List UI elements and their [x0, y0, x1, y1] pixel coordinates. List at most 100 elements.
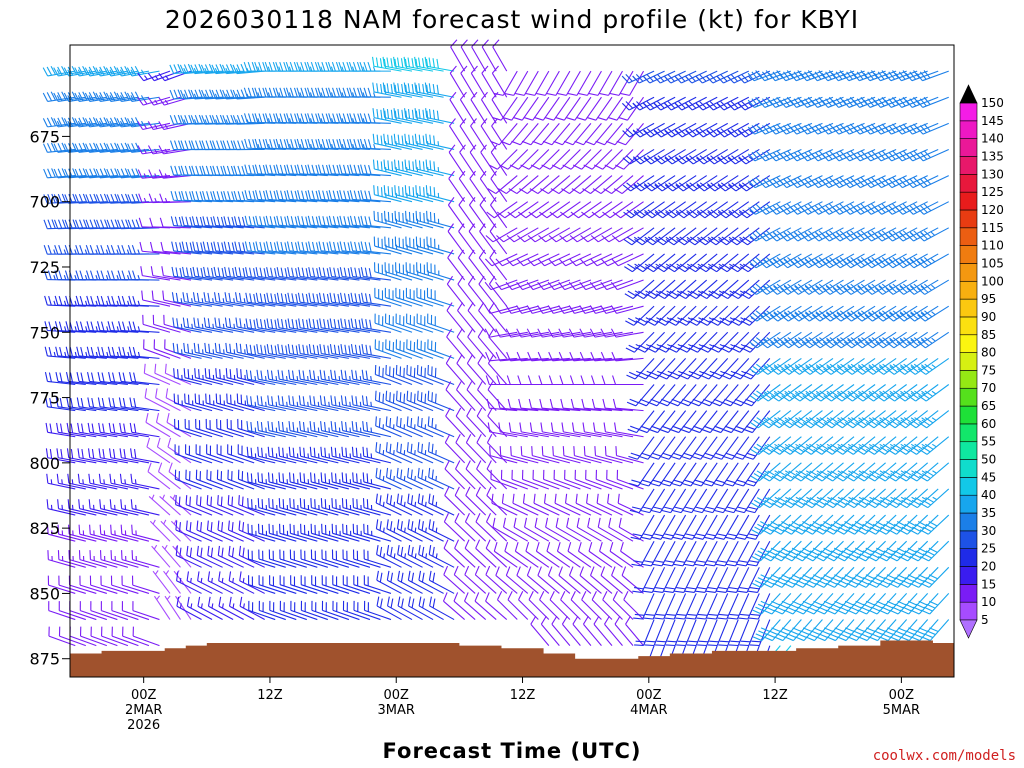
wind-barb-feather [376, 160, 379, 170]
wind-barb-half-feather [204, 67, 208, 73]
wind-barb [235, 317, 265, 333]
wind-barb-staff [155, 397, 181, 412]
wind-barb-staff [386, 451, 413, 464]
wind-barb-staff [258, 352, 286, 359]
wind-barb-feather [386, 467, 389, 478]
wind-barb-staff [120, 355, 149, 359]
wind-barb-feather [427, 390, 430, 401]
wind-barb-feather [329, 241, 333, 251]
wind-barb-feather [390, 572, 394, 583]
wind-barb-staff [228, 504, 255, 516]
wind-barb-staff [89, 508, 118, 516]
wind-barb [182, 317, 213, 333]
wind-barb-half-feather [71, 479, 74, 485]
wind-barb-staff [546, 550, 571, 568]
wind-barb-feather [290, 241, 294, 252]
wind-barb-feather [223, 216, 227, 226]
wind-barb-feather [48, 372, 52, 382]
wind-barb-half-feather [278, 66, 281, 72]
wind-barb-feather [84, 118, 91, 128]
wind-barb [111, 601, 139, 621]
wind-barb-feather [427, 416, 430, 426]
wind-barb [149, 519, 171, 542]
wind-barb [205, 418, 234, 438]
wind-barb [299, 446, 328, 464]
wind-barb [289, 498, 318, 516]
wind-barb [248, 575, 276, 594]
wind-barb-feather [245, 369, 249, 380]
wind-barb-feather [323, 344, 326, 355]
wind-barb-feather [95, 143, 101, 153]
wind-barb-feather [326, 242, 330, 252]
wind-barb-feather [313, 370, 316, 381]
wind-barb-feather [487, 407, 493, 417]
wind-barb [207, 545, 234, 568]
wind-barb-feather [306, 345, 309, 355]
wind-barb-feather [454, 513, 460, 523]
wind-barb-feather [480, 118, 488, 127]
wind-barb [318, 241, 349, 255]
wind-barb-feather [244, 138, 248, 149]
wind-barb-staff [239, 554, 265, 568]
wind-barb-feather [281, 396, 284, 406]
wind-barb [428, 493, 455, 516]
wind-barb-staff [195, 377, 223, 386]
wind-barb-feather [49, 397, 53, 408]
wind-barb [132, 626, 160, 647]
wind-barb [78, 499, 107, 516]
wind-barb-half-feather [82, 479, 84, 485]
wind-barb [98, 422, 128, 438]
wind-barb [287, 344, 318, 359]
wind-barb [154, 363, 181, 386]
wind-barb-staff [311, 507, 339, 516]
wind-barb-feather [379, 572, 383, 583]
wind-barb [298, 369, 328, 386]
wind-barb-staff [227, 478, 255, 490]
wind-barb-feather [120, 524, 123, 535]
wind-barb-feather [353, 139, 358, 149]
wind-barb [192, 241, 223, 255]
wind-barb-feather [242, 547, 245, 558]
wind-barb [415, 185, 444, 203]
wind-barb-feather [196, 520, 199, 531]
wind-barb-half-feather [425, 527, 427, 533]
wind-barb [309, 395, 339, 412]
wind-barb [538, 375, 570, 386]
wind-barb-staff [58, 431, 86, 438]
wind-barb-half-feather [320, 92, 323, 98]
wind-barb [203, 317, 234, 333]
wind-barb-feather [103, 193, 109, 204]
wind-barb-feather [53, 168, 59, 179]
wind-barb-staff [236, 122, 265, 125]
wind-barb-feather [131, 244, 136, 255]
wind-barb-staff [443, 547, 466, 568]
wind-barb-half-feather [309, 92, 313, 98]
wind-barb [310, 523, 339, 542]
wind-barb-staff [321, 327, 349, 333]
wind-barb-feather [59, 397, 63, 408]
wind-barb-feather [296, 87, 301, 97]
wind-barb-staff [518, 149, 539, 170]
wind-barb-feather [46, 143, 52, 153]
wind-barb [255, 241, 286, 255]
wind-barb [257, 446, 286, 464]
wind-barb [318, 190, 349, 203]
wind-barb-feather [398, 186, 400, 196]
wind-barb-feather [476, 460, 482, 470]
wind-barb-half-feather [88, 69, 92, 75]
wind-barb-feather [130, 499, 133, 509]
wind-barb [331, 549, 360, 568]
wind-barb [54, 321, 86, 333]
wind-barb [45, 448, 76, 464]
wind-barb-feather [590, 258, 598, 267]
wind-barb-staff [551, 623, 571, 647]
wind-barb-feather [321, 139, 326, 149]
wind-barb-feather [174, 165, 179, 176]
wind-barb-feather [334, 396, 337, 406]
wind-barb-feather [192, 241, 196, 252]
wind-barb-feather [208, 369, 211, 379]
wind-barb-staff [164, 595, 181, 620]
wind-barb-feather [88, 499, 91, 509]
wind-barb-feather [492, 517, 496, 528]
wind-barb-feather [455, 460, 461, 470]
